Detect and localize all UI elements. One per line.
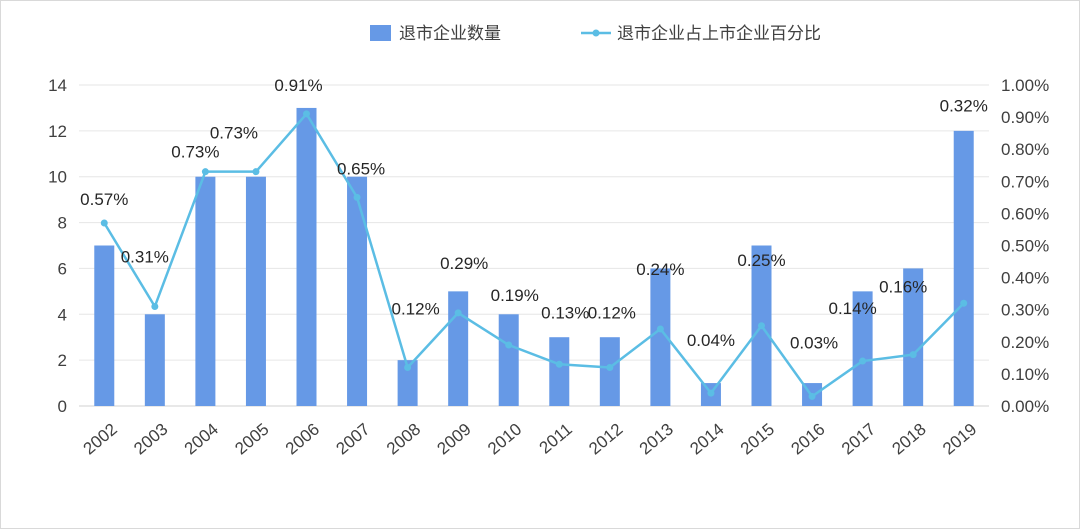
line-point [758,322,765,330]
line-point [100,219,108,227]
bar [498,314,519,406]
line-point [606,363,614,371]
legend-bar-label: 退市企业数量 [399,24,501,44]
line-point [555,360,563,368]
line-data-label: 0.13% [541,303,589,322]
line-series [103,112,965,398]
x-tick-label: 2014 [686,420,727,459]
x-tick-label: 2009 [434,420,475,459]
line-point [808,392,816,400]
line-data-label: 0.03% [790,333,838,352]
x-tick-label: 2015 [737,420,778,459]
y-left-tick-label: 4 [58,305,67,324]
y-left-tick-label: 14 [48,76,67,95]
line-data-label: 0.91% [274,76,322,95]
y-right-tick-label: 0.70% [1001,172,1049,191]
bar [397,360,418,406]
x-tick-label: 2019 [939,420,980,459]
line-point [252,168,260,176]
bar [903,268,924,406]
line-point [404,363,412,371]
y-right-tick-label: 0.90% [1001,108,1049,127]
line-data-label: 0.29% [440,254,488,273]
x-tick-label: 2003 [130,420,171,459]
bar [195,176,216,406]
x-tick-label: 2012 [585,420,626,459]
legend-line-marker [592,29,600,37]
x-tick-label: 2008 [383,420,424,459]
y-left-tick-label: 0 [58,397,67,416]
line-point [960,299,968,307]
bar [549,337,570,406]
y-right-tick-label: 0.30% [1001,301,1049,320]
bar [144,314,165,406]
y-right-tick-label: 0.60% [1001,204,1049,223]
line-data-label: 0.73% [171,143,219,162]
line-point [656,325,664,333]
line-point [303,110,310,118]
y-left-tick-label: 2 [58,351,67,370]
line-point [151,302,159,310]
bar [347,176,368,406]
y-left-tick-label: 6 [58,259,67,278]
line-data-label: 0.57% [80,190,128,209]
x-tick-label: 2018 [889,420,930,459]
line-data-label: 0.16% [879,278,927,297]
y-right-tick-label: 0.00% [1001,397,1049,416]
line-point [505,341,513,349]
line-data-label: 0.32% [940,96,988,115]
line-point [859,357,867,365]
line-point [909,351,917,359]
line-data-label: 0.25% [737,251,785,270]
line-data-label: 0.12% [392,299,440,318]
bar [953,130,974,406]
line-data-label: 0.24% [636,260,684,279]
line-data-label: 0.19% [491,286,539,305]
y-right-tick-label: 0.20% [1001,333,1049,352]
bar [448,291,469,406]
x-tick-label: 2002 [80,420,121,459]
y-right-tick-label: 0.80% [1001,140,1049,159]
line-point [201,168,209,176]
x-tick-label: 2016 [787,420,828,459]
x-tick-label: 2010 [484,420,525,459]
x-tick-label: 2017 [838,420,879,459]
line-data-label: 0.14% [829,299,877,318]
y-left-tick-label: 10 [48,168,67,187]
bar [852,291,873,406]
x-tick-label: 2011 [536,420,576,458]
y-right-tick-label: 0.10% [1001,365,1049,384]
line-point [454,309,462,317]
x-tick-label: 2005 [231,420,272,459]
line-data-label: 0.31% [121,247,169,266]
bar [296,107,317,406]
y-left-tick-label: 12 [48,122,67,141]
y-left-tick-label: 8 [58,214,67,233]
bar [94,245,115,406]
line-data-label: 0.04% [687,331,735,350]
bar [650,268,671,406]
x-tick-label: 2006 [282,420,323,459]
y-right-tick-label: 0.50% [1001,237,1049,256]
x-tick-label: 2007 [332,420,373,459]
x-tick-label: 2004 [181,420,222,459]
line-point [707,389,715,397]
legend-line-label: 退市企业占上市企业百分比 [617,24,821,44]
x-tick-label: 2013 [636,420,677,459]
line-point [353,193,361,201]
y-right-tick-label: 0.40% [1001,269,1049,288]
bar [245,176,266,406]
line-data-label: 0.12% [588,303,636,322]
y-right-tick-label: 1.00% [1001,76,1049,95]
bar [599,337,620,406]
line-data-label: 0.73% [210,124,258,143]
legend-bar-swatch [370,25,391,41]
line-data-label: 0.65% [337,159,385,178]
